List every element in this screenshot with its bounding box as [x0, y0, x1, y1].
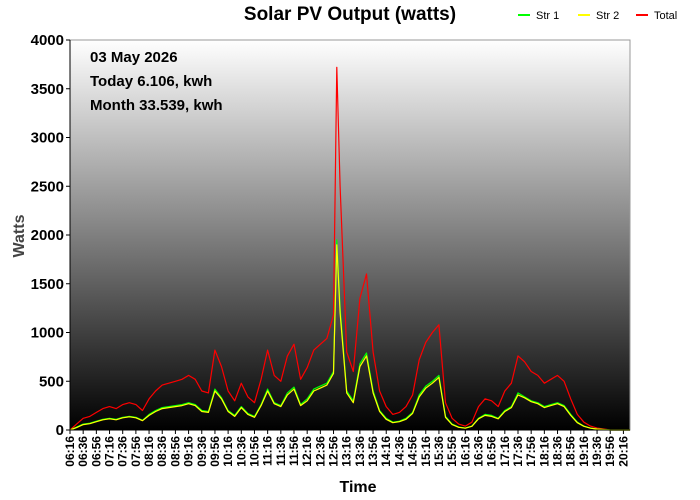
x-tick-label: 18:16: [537, 436, 551, 467]
x-tick-label: 20:16: [616, 436, 630, 467]
x-tick-label: 11:56: [287, 436, 301, 466]
legend-label: Total: [654, 10, 677, 22]
x-tick-label: 12:56: [327, 436, 341, 467]
y-tick-label: 2500: [31, 178, 64, 195]
x-tick-label: 09:16: [182, 436, 196, 467]
x-tick-label: 09:56: [208, 436, 222, 467]
y-tick-label: 0: [56, 422, 64, 439]
x-tick-label: 10:56: [247, 436, 261, 467]
date-annotation: 03 May 2026: [90, 49, 178, 66]
x-tick-label: 16:16: [458, 436, 472, 467]
y-tick-label: 2000: [31, 227, 64, 244]
x-tick-label: 19:16: [577, 436, 591, 467]
x-tick-label: 13:16: [340, 436, 354, 467]
y-axis-label: Watts: [11, 214, 28, 257]
x-tick-label: 07:56: [129, 436, 143, 467]
x-tick-label: 09:36: [195, 436, 209, 467]
legend: Str 1 Str 2 Total: [518, 10, 677, 22]
x-axis-ticks: 06:16 06:36 06:56 07:16 07:36 07:56 08:16 08:36…: [63, 430, 630, 467]
x-tick-label: 14:16: [379, 436, 393, 467]
x-tick-label: 11:36: [274, 436, 288, 466]
x-tick-label: 10:16: [221, 436, 235, 467]
y-tick-label: 3500: [31, 81, 64, 98]
x-tick-label: 16:36: [471, 436, 485, 467]
y-tick-label: 4000: [31, 32, 64, 49]
x-tick-label: 07:36: [116, 436, 130, 467]
x-tick-label: 15:36: [432, 436, 446, 467]
month-energy-annotation: Month 33.539, kwh: [90, 97, 223, 114]
x-tick-label: 08:56: [168, 436, 182, 467]
x-tick-label: 06:16: [63, 436, 77, 467]
x-tick-label: 16:56: [485, 436, 499, 467]
x-tick-label: 14:56: [406, 436, 420, 467]
x-tick-label: 18:36: [551, 436, 565, 467]
x-tick-label: 19:56: [603, 436, 617, 467]
y-tick-label: 1500: [31, 276, 64, 293]
chart-title: Solar PV Output (watts): [244, 4, 456, 25]
series-line-total: [69, 66, 630, 431]
x-tick-label: 11:16: [261, 436, 275, 466]
x-tick-label: 17:36: [511, 436, 525, 467]
x-tick-label: 12:16: [300, 436, 314, 467]
x-tick-label: 18:56: [564, 436, 578, 467]
x-tick-label: 17:56: [524, 436, 538, 467]
x-tick-label: 17:16: [498, 436, 512, 467]
x-tick-label: 07:16: [103, 436, 117, 467]
x-tick-label: 14:36: [392, 436, 406, 467]
x-tick-label: 15:16: [419, 436, 433, 467]
y-tick-label: 1000: [31, 325, 64, 342]
x-tick-label: 13:36: [353, 436, 367, 467]
today-energy-annotation: Today 6.106, kwh: [90, 73, 212, 90]
series-lines: [69, 66, 630, 431]
x-tick-label: 19:36: [590, 436, 604, 467]
x-tick-label: 08:36: [155, 436, 169, 467]
x-tick-label: 08:16: [142, 436, 156, 467]
legend-label: Str 2: [596, 10, 619, 22]
x-tick-label: 15:56: [445, 436, 459, 467]
x-tick-label: 13:56: [366, 436, 380, 467]
legend-label: Str 1: [536, 10, 559, 22]
y-tick-label: 500: [39, 373, 64, 390]
y-tick-label: 3000: [31, 130, 64, 147]
x-axis-label: Time: [339, 479, 376, 496]
x-tick-label: 10:36: [234, 436, 248, 467]
series-line-str-2: [69, 244, 630, 431]
x-tick-label: 06:56: [89, 436, 103, 467]
x-tick-label: 06:36: [76, 436, 90, 467]
x-tick-label: 12:36: [313, 436, 327, 467]
y-axis-ticks: 0 500 1000 1500 2000 2500 3000 3500 4000: [31, 32, 70, 439]
plot-area: [69, 39, 631, 431]
